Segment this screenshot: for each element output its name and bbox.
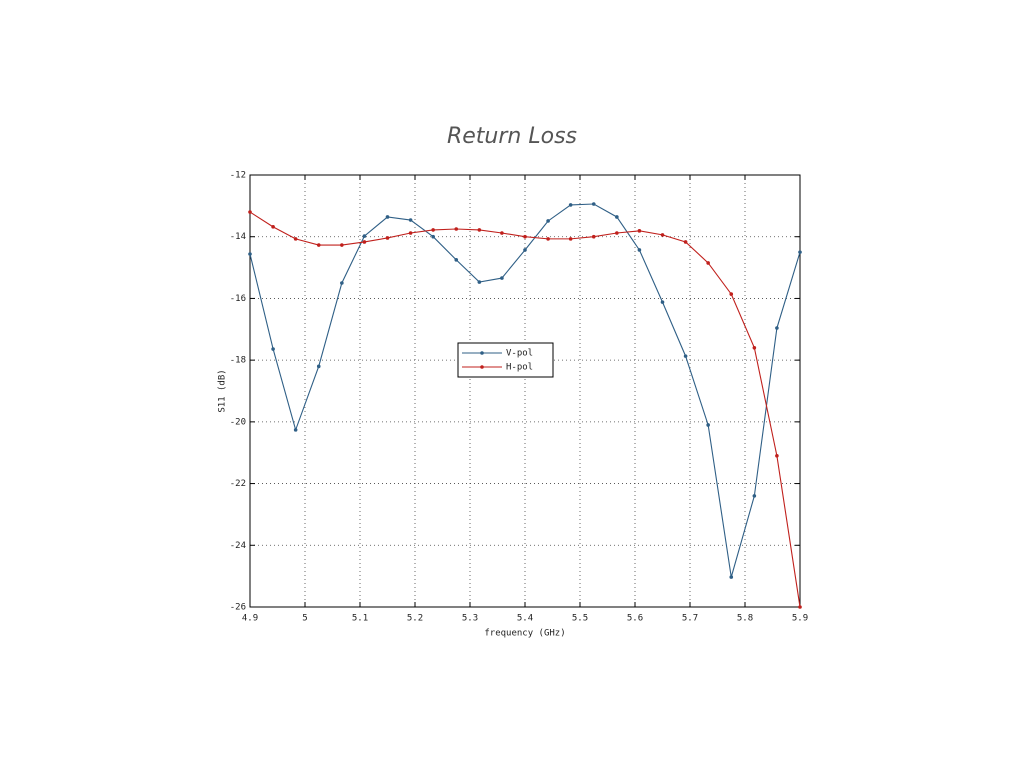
data-point (408, 218, 413, 222)
data-point (248, 210, 252, 214)
data-point (752, 494, 757, 498)
data-point (683, 240, 688, 244)
x-tick-label: 5.1 (352, 614, 368, 624)
y-tick-label: -24 (230, 541, 246, 551)
data-point (431, 228, 435, 232)
data-point (798, 250, 802, 254)
data-point (385, 236, 390, 240)
legend-marker (480, 351, 484, 355)
x-tick-label: 5.6 (627, 614, 643, 624)
data-point (454, 227, 459, 231)
x-tick-label: 5.5 (572, 614, 588, 624)
data-point (683, 354, 688, 358)
x-tick-label: 4.9 (242, 614, 258, 624)
data-point (706, 261, 710, 265)
data-point (546, 219, 550, 223)
y-tick-label: -18 (230, 356, 246, 366)
data-point (523, 248, 527, 252)
legend-marker (480, 365, 484, 369)
y-tick-label: -22 (230, 479, 246, 489)
y-tick-label: -12 (230, 171, 246, 181)
x-tick-label: 5.9 (792, 614, 808, 624)
y-tick-label: -20 (230, 417, 246, 427)
data-point (500, 231, 504, 235)
data-point (637, 248, 642, 252)
data-point (316, 364, 321, 369)
data-point (340, 281, 344, 285)
data-point (775, 454, 779, 458)
y-tick-label: -16 (230, 294, 246, 304)
data-point (293, 428, 298, 432)
data-point (500, 276, 504, 280)
x-tick-label: 5.8 (737, 614, 753, 624)
data-point (546, 237, 550, 241)
data-point (362, 234, 367, 238)
data-point (477, 280, 482, 284)
x-tick-label: 5.3 (462, 614, 478, 624)
x-tick-label: 5 (302, 614, 307, 624)
data-point (660, 233, 665, 237)
y-tick-label: -26 (230, 603, 246, 613)
data-point (385, 215, 390, 219)
legend-box (457, 342, 554, 378)
y-tick-label: -14 (230, 232, 246, 242)
x-axis-label: frequency (GHz) (484, 629, 565, 639)
data-point (568, 203, 573, 207)
data-point (729, 292, 734, 296)
data-point (660, 300, 665, 304)
data-point (408, 231, 413, 235)
data-point (293, 237, 298, 241)
data-point (729, 575, 734, 579)
data-point (523, 234, 527, 239)
x-tick-label: 5.4 (517, 614, 533, 624)
plot-frame (249, 174, 801, 608)
data-point (271, 347, 275, 351)
data-point (340, 243, 344, 247)
data-point (568, 237, 573, 241)
data-point (798, 605, 802, 609)
data-point (248, 252, 252, 256)
data-point (362, 240, 367, 244)
legend-label: H-pol (506, 363, 533, 373)
data-point (615, 215, 619, 219)
data-point (271, 225, 275, 229)
x-tick-label: 5.2 (407, 614, 423, 624)
data-point (615, 231, 619, 235)
legend-label: V-pol (506, 349, 533, 359)
legend: V-pol H-pol (457, 342, 554, 378)
data-point (591, 202, 596, 206)
data-point (637, 229, 642, 233)
chart-title: Return Loss (447, 124, 577, 149)
data-point (775, 326, 779, 330)
y-axis-label: S11 (dB) (218, 369, 228, 412)
data-point (591, 234, 596, 239)
data-point (454, 258, 459, 262)
data-point (706, 423, 710, 427)
data-point (752, 346, 757, 350)
data-point (316, 243, 321, 247)
data-point (477, 228, 482, 232)
x-tick-label: 5.7 (682, 614, 698, 624)
data-point (431, 234, 435, 239)
